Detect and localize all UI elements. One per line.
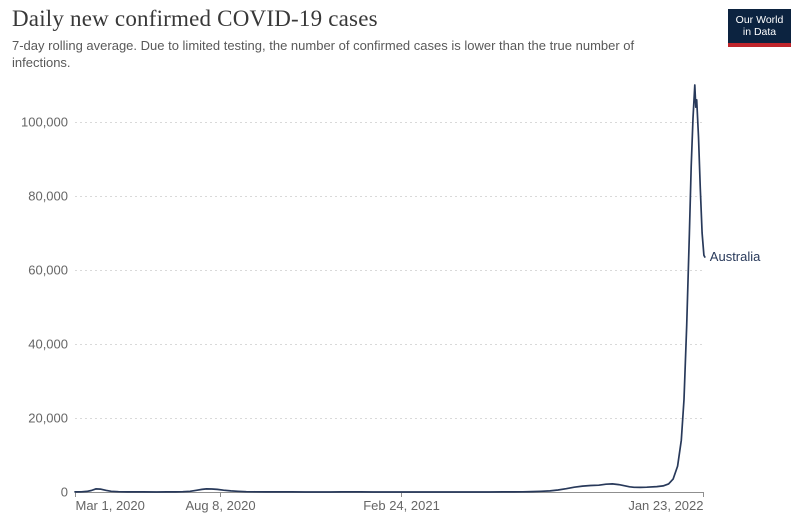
y-tick-label: 20,000 — [28, 411, 68, 426]
y-tick-label: 60,000 — [28, 263, 68, 278]
x-tick-label: Aug 8, 2020 — [185, 498, 255, 513]
owid-logo[interactable]: Our World in Data — [728, 9, 791, 47]
y-tick-label: 40,000 — [28, 337, 68, 352]
y-tick-label: 80,000 — [28, 189, 68, 204]
owid-logo-text: Our World in Data — [728, 9, 791, 43]
owid-logo-line2: in Data — [742, 26, 777, 38]
y-gridlines — [75, 122, 703, 493]
x-tick-label: Mar 1, 2020 — [76, 498, 145, 513]
x-axis-labels: Mar 1, 2020 Aug 8, 2020 Feb 24, 2021 Jan 23… — [76, 498, 704, 513]
series-label-australia[interactable]: Australia — [710, 249, 761, 264]
owid-logo-line1: Our World — [735, 13, 784, 26]
x-tick-label: Feb 24, 2021 — [363, 498, 440, 513]
y-tick-label: 0 — [61, 485, 68, 500]
y-tick-label: 100,000 — [21, 115, 68, 130]
page-title: Daily new confirmed COVID-19 cases — [12, 6, 378, 31]
x-tick-label: Jan 23, 2022 — [628, 498, 703, 513]
line-series-australia[interactable] — [74, 84, 706, 493]
owid-logo-red-bar — [728, 43, 791, 47]
y-axis-labels: 0 20,000 40,000 60,000 80,000 100,000 — [21, 115, 68, 500]
chart-subtitle: 7-day rolling average. Due to limited te… — [12, 38, 635, 70]
